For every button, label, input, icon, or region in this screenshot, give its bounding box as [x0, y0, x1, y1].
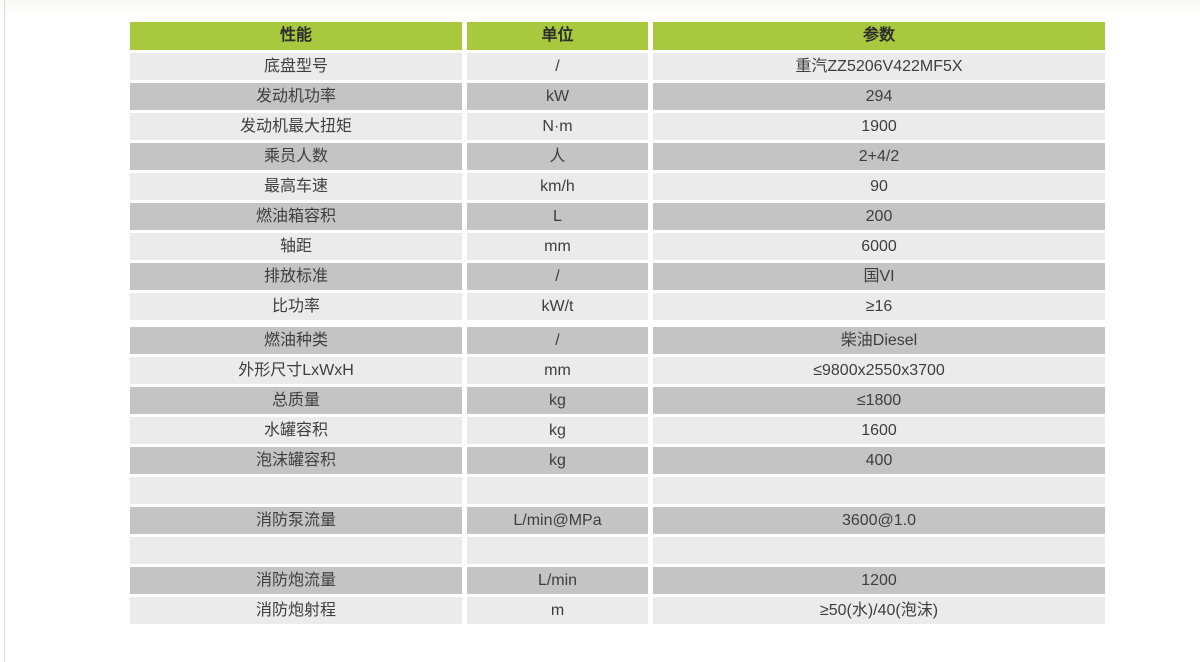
- table-header-row: 性能 单位 参数: [130, 22, 1105, 50]
- table-row: 消防泵流量 L/min@MPa 3600@1.0: [130, 507, 1105, 534]
- cell-value: ≥50(水)/40(泡沫): [653, 597, 1105, 624]
- cell-value: 200: [653, 203, 1105, 230]
- cell-value: 294: [653, 83, 1105, 110]
- cell-value: 2+4/2: [653, 143, 1105, 170]
- table-row: 最高车速 km/h 90: [130, 173, 1105, 200]
- cell-unit: mm: [467, 233, 648, 260]
- table-row: 外形尺寸LxWxH mm ≤9800x2550x3700: [130, 357, 1105, 384]
- cell-unit: L/min: [467, 567, 648, 594]
- cell-name: 消防炮射程: [130, 597, 462, 624]
- table-row: 燃油箱容积 L 200: [130, 203, 1105, 230]
- cell-value: [653, 477, 1105, 504]
- cell-unit: N·m: [467, 113, 648, 140]
- cell-unit: [467, 477, 648, 504]
- cell-unit: /: [467, 263, 648, 290]
- table-row: 发动机功率 kW 294: [130, 83, 1105, 110]
- cell-unit: m: [467, 597, 648, 624]
- cell-unit: /: [467, 53, 648, 80]
- cell-name: 乘员人数: [130, 143, 462, 170]
- top-background-texture: [0, 0, 1200, 18]
- cell-unit: kg: [467, 417, 648, 444]
- cell-name: [130, 477, 462, 504]
- spec-table: 性能 单位 参数 底盘型号 / 重汽ZZ5206V422MF5X 发动机功率 kW 294…: [130, 22, 1105, 624]
- cell-value: ≥16: [653, 293, 1105, 320]
- cell-name: 发动机最大扭矩: [130, 113, 462, 140]
- cell-name: 燃油种类: [130, 327, 462, 354]
- cell-unit: kg: [467, 447, 648, 474]
- cell-name: 泡沫罐容积: [130, 447, 462, 474]
- cell-name: 消防炮流量: [130, 567, 462, 594]
- column-header-unit: 单位: [467, 22, 648, 50]
- table-row: 乘员人数人 2+4/2: [130, 143, 1105, 170]
- cell-unit: kg: [467, 387, 648, 414]
- cell-name: 排放标准: [130, 263, 462, 290]
- table-row: 底盘型号 / 重汽ZZ5206V422MF5X: [130, 53, 1105, 80]
- cell-unit: L/min@MPa: [467, 507, 648, 534]
- cell-value: ≤1800: [653, 387, 1105, 414]
- cell-value: ≤9800x2550x3700: [653, 357, 1105, 384]
- cell-name: 水罐容积: [130, 417, 462, 444]
- cell-value: [653, 537, 1105, 564]
- page-left-edge-line: [4, 0, 5, 662]
- table-row: 轴距 mm 6000: [130, 233, 1105, 260]
- cell-name: 比功率: [130, 293, 462, 320]
- cell-unit: /: [467, 327, 648, 354]
- cell-name: 外形尺寸LxWxH: [130, 357, 462, 384]
- cell-unit: L: [467, 203, 648, 230]
- cell-value: 国VI: [653, 263, 1105, 290]
- cell-name: 发动机功率: [130, 83, 462, 110]
- cell-unit: [467, 537, 648, 564]
- cell-name: 底盘型号: [130, 53, 462, 80]
- cell-name: 消防泵流量: [130, 507, 462, 534]
- spacer-row: [130, 537, 1105, 564]
- table-row: 消防炮流量 L/min 1200: [130, 567, 1105, 594]
- spacer-row: [130, 477, 1105, 504]
- column-header-performance: 性能: [130, 22, 462, 50]
- cell-value: 3600@1.0: [653, 507, 1105, 534]
- table-row: 排放标准 / 国VI: [130, 263, 1105, 290]
- cell-value: 6000: [653, 233, 1105, 260]
- cell-name: 燃油箱容积: [130, 203, 462, 230]
- table-row: 水罐容积 kg 1600: [130, 417, 1105, 444]
- cell-value: 1900: [653, 113, 1105, 140]
- cell-value: 400: [653, 447, 1105, 474]
- table-row: 消防炮射程 m ≥50(水)/40(泡沫): [130, 597, 1105, 624]
- cell-name: [130, 537, 462, 564]
- table-row: 总质量 kg ≤1800: [130, 387, 1105, 414]
- cell-value: 1200: [653, 567, 1105, 594]
- table-body: 底盘型号 / 重汽ZZ5206V422MF5X 发动机功率 kW 294 发动机最大扭矩 N·…: [130, 53, 1105, 624]
- table-row: 泡沫罐容积 kg 400: [130, 447, 1105, 474]
- table-row: 发动机最大扭矩 N·m 1900: [130, 113, 1105, 140]
- cell-unit: mm: [467, 357, 648, 384]
- table-row: 燃油种类 / 柴油Diesel: [130, 327, 1105, 354]
- cell-name: 最高车速: [130, 173, 462, 200]
- cell-unit: kW/t: [467, 293, 648, 320]
- cell-value: 重汽ZZ5206V422MF5X: [653, 53, 1105, 80]
- table-row: 比功率 kW/t ≥16: [130, 293, 1105, 320]
- cell-value: 1600: [653, 417, 1105, 444]
- cell-unit: 人: [467, 143, 648, 170]
- cell-unit: kW: [467, 83, 648, 110]
- cell-name: 总质量: [130, 387, 462, 414]
- column-header-parameter: 参数: [653, 22, 1105, 50]
- cell-value: 90: [653, 173, 1105, 200]
- cell-name: 轴距: [130, 233, 462, 260]
- cell-value: 柴油Diesel: [653, 327, 1105, 354]
- cell-unit: km/h: [467, 173, 648, 200]
